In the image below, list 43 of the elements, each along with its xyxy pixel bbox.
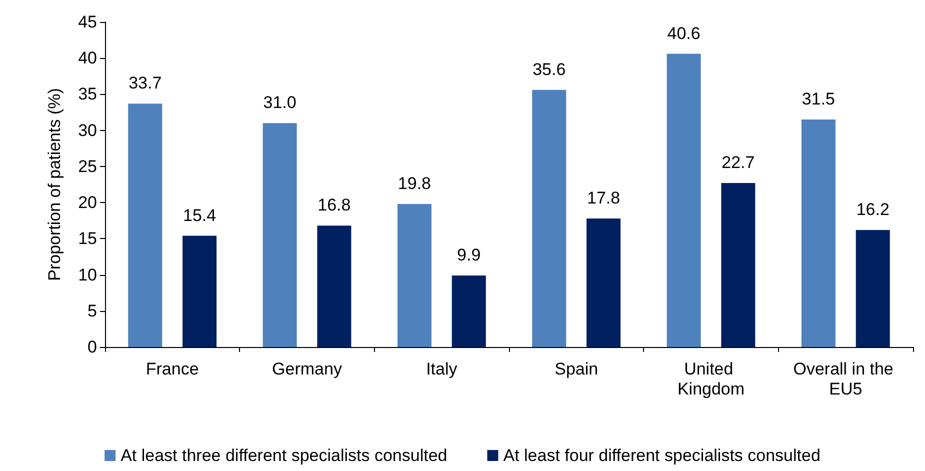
data-label: 19.8	[398, 174, 432, 193]
data-label: 31.0	[263, 93, 296, 112]
bar	[452, 276, 486, 347]
y-tick-label: 40	[78, 48, 97, 68]
y-tick-label: 10	[78, 265, 97, 284]
y-tick-label: 25	[78, 156, 97, 176]
y-tick-label: 5	[88, 301, 97, 320]
y-tick-label: 20	[78, 193, 97, 212]
bar	[801, 120, 836, 347]
bar	[721, 183, 756, 347]
bar	[856, 230, 890, 347]
data-label: 22.7	[722, 153, 755, 172]
x-tick-label: Spain	[554, 360, 598, 378]
y-tick-label: 35	[78, 84, 97, 104]
bar	[666, 54, 701, 347]
y-tick-label: 15	[78, 229, 97, 248]
data-label: 16.2	[856, 200, 890, 219]
bar	[397, 204, 432, 347]
x-tick-label: Germany	[272, 360, 342, 378]
y-tick-label: 30	[78, 120, 97, 140]
bar	[317, 226, 352, 347]
data-label: 33.7	[128, 74, 162, 93]
data-label: 40.6	[667, 24, 700, 43]
y-axis-title: Proportion of patients (%)	[45, 88, 64, 281]
y-tick-label: 0	[88, 338, 97, 356]
data-label: 16.8	[318, 196, 351, 215]
bar	[128, 104, 162, 347]
bar	[262, 123, 297, 347]
x-tick-label: Italy	[426, 360, 458, 378]
data-label: 9.9	[457, 246, 481, 264]
data-label: 15.4	[182, 206, 216, 225]
x-tick-label: United Kingdom	[677, 360, 745, 398]
legend-label: At least three different specialists consulted	[120, 446, 448, 465]
bar	[586, 218, 621, 347]
bar	[532, 90, 566, 347]
y-tick-label: 45	[78, 12, 97, 32]
legend-label: At least four different specialists consulted	[503, 446, 820, 465]
x-tick-label: France	[146, 360, 199, 378]
data-label: 17.8	[586, 188, 620, 208]
bar	[182, 236, 217, 347]
data-label: 35.6	[532, 60, 566, 79]
x-tick-label: Overall in the EU5	[793, 360, 898, 398]
data-label: 31.5	[802, 90, 836, 108]
